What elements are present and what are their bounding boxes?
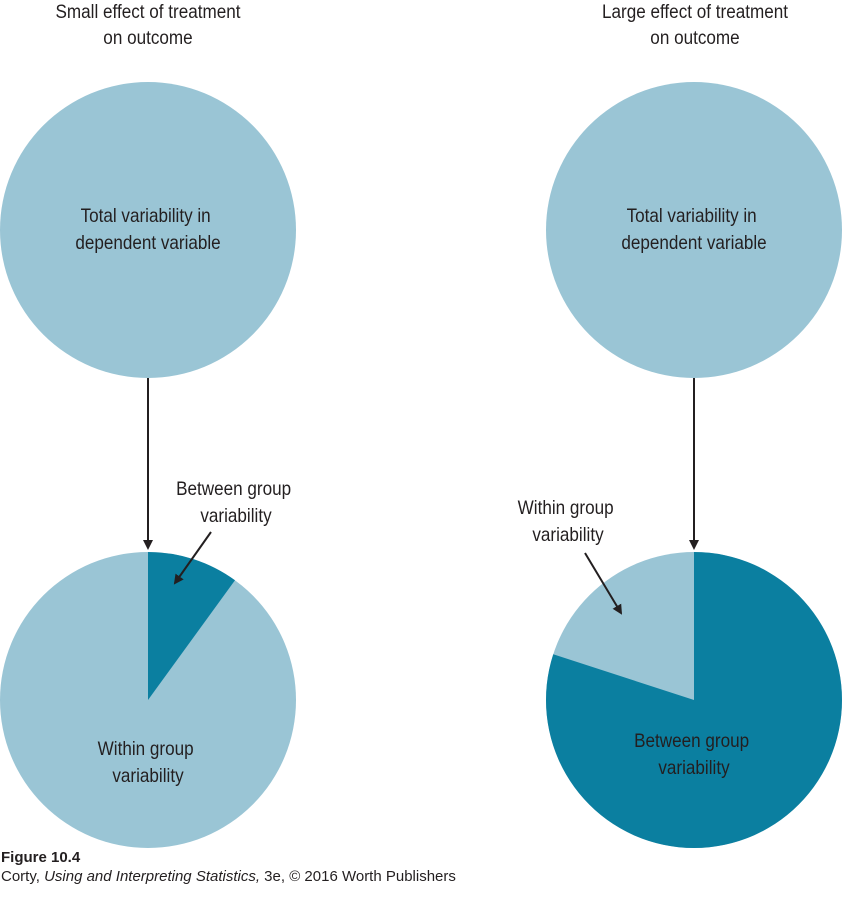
svg-text:Within group variability: Within group variability bbox=[518, 497, 619, 545]
total-label-right-line2: dependent variable bbox=[621, 232, 766, 253]
between-label-right-line2: variability bbox=[658, 757, 729, 778]
panel-title-small-line1: Small effect of treatment bbox=[55, 2, 241, 23]
svg-text:Within group variability: Within group variability bbox=[98, 738, 199, 786]
between-label-left-line2: variability bbox=[200, 505, 271, 526]
between-pointer-arrow-left bbox=[173, 531, 212, 585]
total-variability-circle-left bbox=[0, 82, 296, 378]
panel-title-large-line1: Large effect of treatment bbox=[601, 2, 788, 23]
between-label-left-line1: Between group bbox=[176, 478, 291, 499]
figure-number: Figure 10.4 bbox=[1, 849, 81, 866]
panel-small-effect: Total variability in dependent variable … bbox=[0, 82, 296, 848]
within-label-left-line1: Within group bbox=[98, 738, 194, 759]
panel-title-large-line2: on outcome bbox=[650, 28, 740, 49]
within-label-right-line1: Within group bbox=[518, 497, 614, 518]
panel-title-small-line2: on outcome bbox=[103, 28, 193, 49]
total-label-right-line1: Total variability in bbox=[627, 205, 757, 226]
svg-text:Total variability in dep: Total variability in dependent variable bbox=[75, 205, 220, 253]
panel-title-small-effect: Small effect of treatment on outcome bbox=[13, 0, 283, 52]
within-label-left-line2: variability bbox=[112, 765, 183, 786]
total-label-left-line1: Total variability in bbox=[81, 205, 211, 226]
between-label-right-line1: Between group bbox=[634, 730, 749, 751]
pie-between-slice-left bbox=[148, 552, 235, 700]
credit-book-title: Using and Interpreting Statistics, bbox=[44, 868, 261, 885]
within-pointer-arrow-right bbox=[584, 552, 623, 615]
svg-text:Between group variabilit: Between group variability bbox=[634, 730, 754, 778]
total-label-left-line2: dependent variable bbox=[75, 232, 220, 253]
within-label-right-line2: variability bbox=[532, 524, 603, 545]
credit-author: Corty, bbox=[1, 868, 45, 885]
panel-large-effect: Total variability in dependent variable … bbox=[518, 82, 842, 849]
svg-text:Total variability in dep: Total variability in dependent variable bbox=[621, 205, 766, 253]
svg-text:Between group variabilit: Between group variability bbox=[176, 478, 296, 526]
total-variability-circle-right bbox=[546, 82, 842, 378]
pie-between-slice-right bbox=[545, 552, 842, 849]
panel-title-large-effect: Large effect of treatment on outcome bbox=[560, 0, 830, 52]
credit-edition-publisher: 3e, © 2016 Worth Publishers bbox=[260, 868, 456, 885]
figure-credit: Corty, Using and Interpreting Statistics… bbox=[1, 868, 456, 885]
